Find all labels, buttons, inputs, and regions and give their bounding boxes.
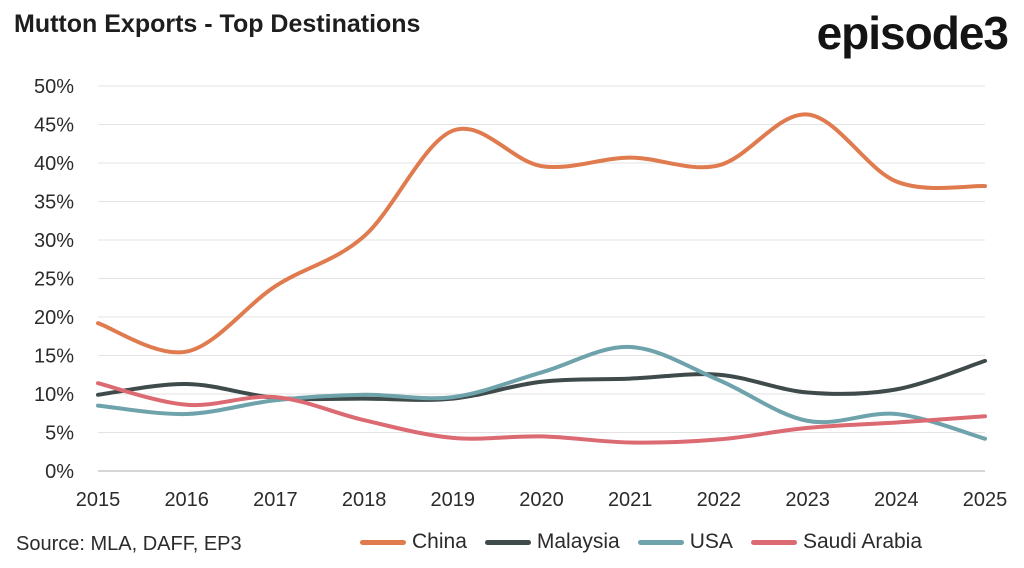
series-line-saudi-arabia — [96, 381, 987, 445]
y-tick-label: 45% — [34, 115, 74, 137]
x-tick-label: 2022 — [697, 489, 742, 511]
x-tick-label: 2016 — [164, 489, 209, 511]
legend-label-china: China — [412, 530, 467, 553]
legend-label-usa: USA — [689, 530, 733, 553]
y-tick-label: 10% — [34, 384, 74, 406]
x-tick-label: 2023 — [785, 489, 830, 511]
legend-swatch-usa — [637, 539, 684, 545]
legend-swatch-saudi-arabia — [750, 539, 797, 545]
legend-item-china: China — [360, 530, 467, 554]
series-line-china — [96, 112, 987, 355]
y-tick-label: 0% — [45, 461, 74, 483]
y-tick-label: 5% — [45, 423, 74, 445]
series-line-usa — [96, 344, 987, 441]
x-tick-label: 2024 — [874, 489, 919, 511]
legend-item-saudi-arabia: Saudi Arabia — [750, 530, 923, 554]
x-tick-label: 2018 — [342, 489, 387, 511]
y-tick-label: 20% — [34, 307, 74, 329]
series-line-malaysia — [96, 358, 987, 402]
y-tick-label: 30% — [34, 230, 74, 252]
legend-swatch-china — [360, 539, 406, 545]
x-tick-label: 2019 — [431, 489, 476, 511]
legend: China Malaysia USA Saudi Arabia — [360, 530, 922, 554]
chart-title: Mutton Exports - Top Destinations — [14, 10, 421, 38]
source-note: Source: MLA, DAFF, EP3 — [16, 533, 242, 555]
legend-label-saudi-arabia: Saudi Arabia — [802, 530, 923, 553]
x-tick-label: 2020 — [519, 489, 564, 511]
x-tick-label: 2025 — [963, 489, 1008, 511]
y-tick-label: 35% — [34, 192, 74, 214]
y-tick-label: 40% — [34, 153, 74, 175]
y-tick-label: 50% — [34, 76, 74, 98]
legend-swatch-malaysia — [484, 539, 531, 545]
legend-item-usa: USA — [637, 530, 733, 554]
x-tick-label: 2017 — [253, 489, 298, 511]
x-tick-label: 2021 — [608, 489, 653, 511]
brand-logo: episode3 — [816, 7, 1009, 59]
x-tick-label: 2015 — [76, 489, 121, 511]
y-tick-label: 25% — [34, 269, 74, 291]
legend-label-malaysia: Malaysia — [536, 530, 620, 553]
legend-item-malaysia: Malaysia — [484, 530, 620, 554]
y-tick-label: 15% — [34, 346, 74, 368]
